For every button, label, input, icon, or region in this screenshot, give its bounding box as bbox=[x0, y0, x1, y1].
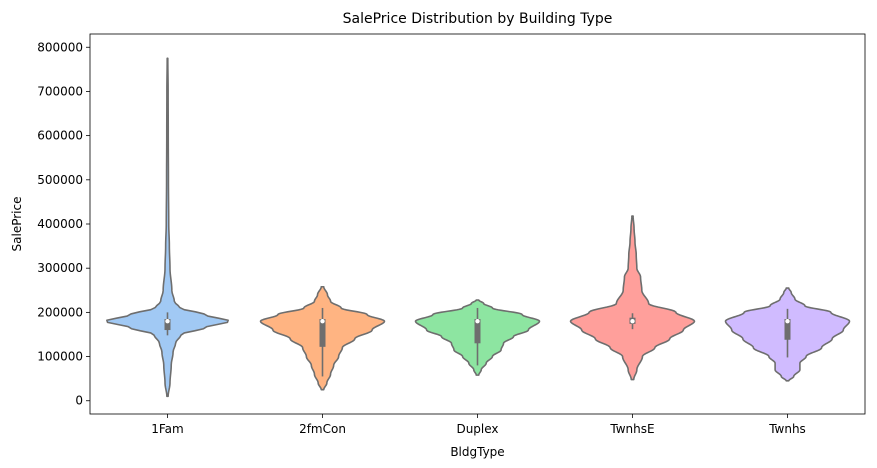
x-axis-label: BldgType bbox=[450, 445, 504, 459]
y-tick-label: 400000 bbox=[37, 217, 83, 231]
y-tick-label: 100000 bbox=[37, 350, 83, 364]
x-tick-label: 1Fam bbox=[151, 422, 183, 436]
y-tick-label: 200000 bbox=[37, 305, 83, 319]
violin-median-dot bbox=[165, 319, 170, 324]
violin-iqr-box bbox=[319, 319, 326, 347]
violin-Twnhs bbox=[724, 287, 851, 382]
violin-TwnhsE bbox=[569, 215, 696, 381]
x-tick-label: Twnhs bbox=[768, 422, 806, 436]
x-tick-label: 2fmCon bbox=[299, 422, 346, 436]
violin-Duplex bbox=[414, 299, 541, 376]
y-tick-label: 300000 bbox=[37, 261, 83, 275]
x-tick-label: TwnhsE bbox=[609, 422, 654, 436]
violin-median-dot bbox=[785, 319, 790, 324]
y-tick-label: 800000 bbox=[37, 40, 83, 54]
violin-2fmCon bbox=[259, 285, 386, 391]
violins bbox=[106, 57, 851, 398]
violin-median-dot bbox=[475, 319, 480, 324]
violin-iqr-box bbox=[474, 319, 481, 344]
violin-iqr-box bbox=[164, 319, 171, 331]
x-axis-ticks: 1Fam 2fmCon Duplex TwnhsE Twnhs bbox=[151, 414, 806, 436]
x-tick-label: Duplex bbox=[456, 422, 498, 436]
violin-median-dot bbox=[320, 319, 325, 324]
y-axis-label: SalePrice bbox=[10, 197, 24, 252]
violin-1Fam bbox=[106, 57, 229, 398]
violin-median-dot bbox=[630, 319, 635, 324]
violin-body bbox=[569, 215, 696, 381]
y-tick-label: 600000 bbox=[37, 129, 83, 143]
chart-title: SalePrice Distribution by Building Type bbox=[343, 11, 613, 27]
violin-body bbox=[106, 57, 229, 398]
y-tick-label: 500000 bbox=[37, 173, 83, 187]
violin-iqr-box bbox=[784, 319, 791, 340]
y-tick-label: 0 bbox=[75, 394, 83, 408]
plot-frame bbox=[89, 33, 866, 415]
y-axis-ticks: 0 100000 200000 300000 400000 500000 600000 700… bbox=[37, 40, 90, 408]
y-tick-label: 700000 bbox=[37, 84, 83, 98]
